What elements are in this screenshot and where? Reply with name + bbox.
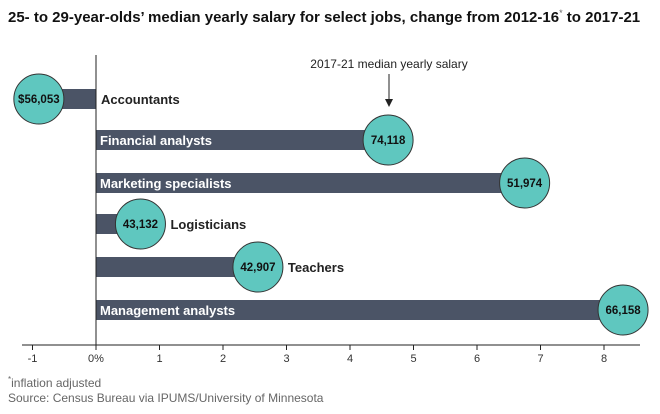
category-label: Teachers: [288, 260, 344, 275]
salary-bubble: [232, 241, 284, 293]
salary-label: $56,053: [18, 94, 60, 106]
bar-chart: Accountants Financial analysts Marketing s…: [13, 55, 649, 365]
bubbles-layer: $56,053 74,118 51,974 43,132 42,907 66,158: [13, 73, 649, 336]
x-tick-label: 7: [537, 353, 543, 365]
salary-bubble: [499, 157, 551, 209]
x-axis: -1 0% 1 2 3 4 5 6 7 8: [22, 55, 640, 365]
footnote: *inflation adjusted: [8, 375, 102, 390]
salary-label: 51,974: [507, 178, 543, 190]
chart-title: 25- to 29-year-olds’ median yearly salar…: [8, 8, 641, 26]
salary-label: 74,118: [371, 135, 406, 147]
annotation-arrowhead: [385, 99, 393, 107]
x-tick-label: -1: [28, 353, 38, 365]
salary-bubble: [597, 284, 649, 336]
annotation-label: 2017-21 median yearly salary: [310, 57, 467, 71]
category-label: Logisticians: [170, 217, 246, 232]
category-label: Financial analysts: [100, 133, 212, 148]
x-tick-label: 1: [156, 353, 162, 365]
bar-financial-analysts: [96, 130, 389, 150]
x-tick-label: 6: [474, 353, 480, 365]
x-tick-label: 0%: [88, 353, 104, 365]
annotation-layer: 2017-21 median yearly salary: [310, 57, 468, 107]
bar-teachers: [96, 257, 258, 277]
x-tick-label: 4: [347, 353, 353, 365]
category-label: Management analysts: [100, 303, 235, 318]
salary-label: 66,158: [605, 305, 641, 317]
bar-management-analysts: [96, 300, 624, 320]
x-tick-label: 3: [283, 353, 289, 365]
salary-bubble: [362, 114, 414, 166]
source-note: Source: Census Bureau via IPUMS/Universi…: [8, 391, 324, 405]
salary-label: 43,132: [123, 219, 158, 231]
salary-bubble: [114, 198, 166, 250]
bar-marketing-specialists: [96, 173, 525, 193]
x-tick-label: 2: [220, 353, 226, 365]
x-tick-label: 8: [601, 353, 607, 365]
salary-label: 42,907: [240, 262, 275, 274]
category-label: Marketing specialists: [100, 176, 232, 191]
category-label: Accountants: [101, 92, 180, 107]
x-tick-label: 5: [410, 353, 416, 365]
salary-bubble: [13, 73, 65, 125]
